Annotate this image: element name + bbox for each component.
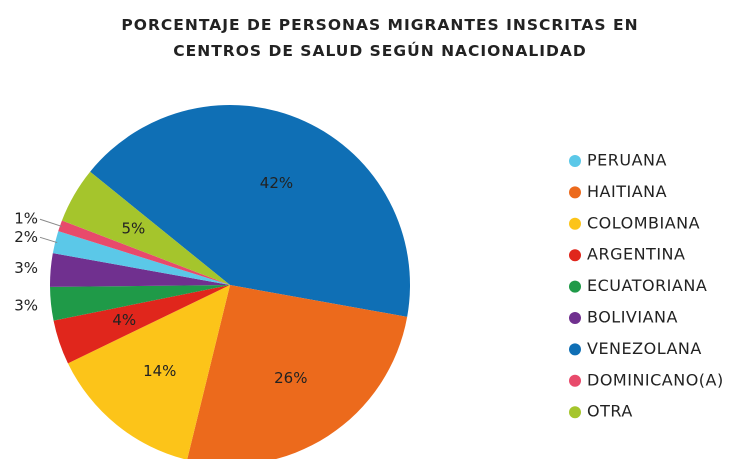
legend-label: OTRA <box>587 402 633 421</box>
legend-swatch <box>569 374 581 387</box>
pie-slice <box>50 285 230 321</box>
legend-label: COLOMBIANA <box>587 213 700 232</box>
data-label: 2% <box>14 228 38 246</box>
legend-label: VENEZOLANA <box>587 339 702 358</box>
pie-slice <box>53 285 230 364</box>
pie-slice <box>187 285 408 459</box>
legend-swatch <box>569 343 581 356</box>
legend-swatch <box>569 406 581 419</box>
legend-swatch <box>569 249 581 262</box>
legend-swatch <box>569 280 581 293</box>
pie-slice <box>90 105 411 317</box>
pie-slice <box>67 285 230 459</box>
leader-line <box>39 236 58 244</box>
data-label: 3% <box>14 296 38 314</box>
legend-swatch <box>569 186 581 199</box>
legend-label: DOMINICANO(A) <box>587 370 724 389</box>
legend-label: ECUATORIANA <box>587 276 707 295</box>
legend-label: ARGENTINA <box>587 245 685 264</box>
data-label: 4% <box>112 311 136 329</box>
data-label: 3% <box>14 259 38 277</box>
pie-slice <box>52 231 231 285</box>
pie-slice <box>58 220 230 285</box>
data-label: 5% <box>121 220 145 238</box>
data-label: 1% <box>14 210 38 228</box>
legend-swatch <box>569 155 581 167</box>
data-label: 42% <box>260 174 293 192</box>
legend-swatch <box>569 312 581 324</box>
legend-label: BOLIVIANA <box>587 308 678 327</box>
pie-slice <box>61 171 231 285</box>
legend-swatch <box>569 217 581 230</box>
leader-line <box>39 218 63 227</box>
data-label: 26% <box>274 369 307 387</box>
legend-label: PERUANA <box>587 151 667 170</box>
legend-label: HAITIANA <box>587 182 667 201</box>
data-label: 14% <box>143 362 176 380</box>
pie-slice <box>49 253 230 287</box>
chart-title: PORCENTAJE DE PERSONAS MIGRANTES INSCRIT… <box>121 16 639 60</box>
